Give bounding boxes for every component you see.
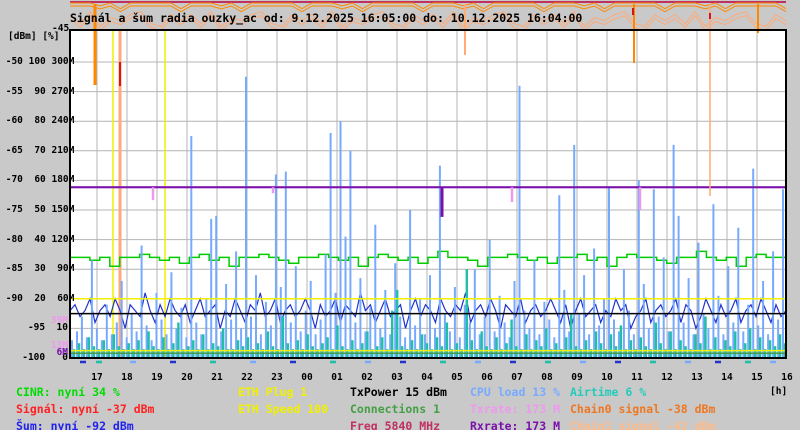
hour-tick-label: 18 — [121, 372, 133, 383]
chart-title: Signál a šum radia ouzky_ac od: 9.12.202… — [70, 11, 583, 25]
hour-tick-label: 12 — [661, 372, 673, 383]
legend-item: Airtime 6 % — [570, 385, 647, 399]
hour-tick-label: 06 — [481, 372, 493, 383]
legend-item: Connections 1 — [350, 402, 441, 416]
hour-tick-label: 02 — [361, 372, 373, 383]
axis-row-label: -80 40 120M — [0, 233, 75, 245]
chain0-signal-line — [70, 2, 787, 10]
hour-tick-label: 05 — [451, 372, 463, 383]
plot-border — [69, 29, 787, 359]
hour-tick-label: 14 — [721, 372, 733, 383]
hour-tick-label: 22 — [241, 372, 253, 383]
noise-line — [69, 292, 787, 331]
legend-item: Freq 5840 MHz — [350, 419, 441, 430]
chain1-signal-line — [69, 10, 787, 28]
legend-item: ETH Speed 100 — [238, 402, 329, 416]
hour-tick-label: 11 — [631, 372, 643, 383]
hour-tick-label: 07 — [511, 372, 523, 383]
axis-row-label: -95 10 — [22, 322, 68, 334]
hour-tick-label: 17 — [91, 372, 103, 383]
x-axis-unit-label: [h] — [770, 386, 788, 397]
axis-row-label: -50 100 300M — [0, 56, 75, 67]
hour-tick-label: 19 — [151, 372, 163, 383]
hour-tick-label: 04 — [421, 372, 433, 383]
axis-row-label: -85 30 90M — [0, 263, 75, 275]
axis-row-label: -55 90 270M — [0, 85, 75, 97]
legend-item: Šum: nyní -92 dBm — [16, 419, 134, 430]
left-axis-unit-label: [dBm] [%] — [8, 31, 60, 42]
legend-item: Chain1 signal -42 dBm — [570, 419, 716, 430]
legend-item: Chain0 signal -38 dBm — [570, 402, 716, 416]
rate-axis-label: 39M — [50, 315, 68, 326]
hour-tick-label: 00 — [301, 372, 313, 383]
legend-item: CINR: nyní 34 % — [16, 385, 120, 399]
hour-tick-label: 08 — [541, 372, 553, 383]
legend-item: TxPower 15 dBm — [350, 385, 447, 399]
chain0-signal-line — [70, 5, 787, 13]
hour-tick-label: 21 — [211, 372, 223, 383]
hour-tick-label: 10 — [601, 372, 613, 383]
legend-item: ETH Plug 1 — [238, 385, 308, 399]
hour-tick-label: 20 — [181, 372, 193, 383]
axis-row-label: -70 60 180M — [0, 174, 75, 186]
legend-item: Rxrate: 173 M — [470, 419, 561, 430]
legend-item: CPU load 13 % — [470, 385, 561, 399]
hour-tick-label: 15 — [751, 372, 763, 383]
chain1-signal-line — [69, 14, 787, 32]
hour-tick-label: 03 — [391, 372, 403, 383]
rate-axis-label: 6M — [56, 347, 68, 358]
hour-tick-label: 23 — [271, 372, 283, 383]
axis-row-label: -65 70 210M — [0, 144, 75, 156]
legend-item: Signál: nyní -37 dBm — [16, 402, 155, 416]
legend-item: Txrate: 173 M — [470, 402, 561, 416]
hour-tick-label: 09 — [571, 372, 583, 383]
axis-row-label: -100 0 — [22, 352, 68, 363]
left-axis-top-tick: -45 — [52, 23, 70, 34]
hour-tick-label: 01 — [331, 372, 343, 383]
hour-tick-label: 13 — [691, 372, 703, 383]
rate-axis-label: 13M — [50, 340, 68, 351]
axis-row-label: -90 20 60M — [0, 292, 75, 304]
axis-row-label: -60 80 240M — [0, 115, 75, 127]
axis-row-label: -75 50 150M — [0, 204, 75, 215]
hour-tick-label: 16 — [781, 372, 793, 383]
